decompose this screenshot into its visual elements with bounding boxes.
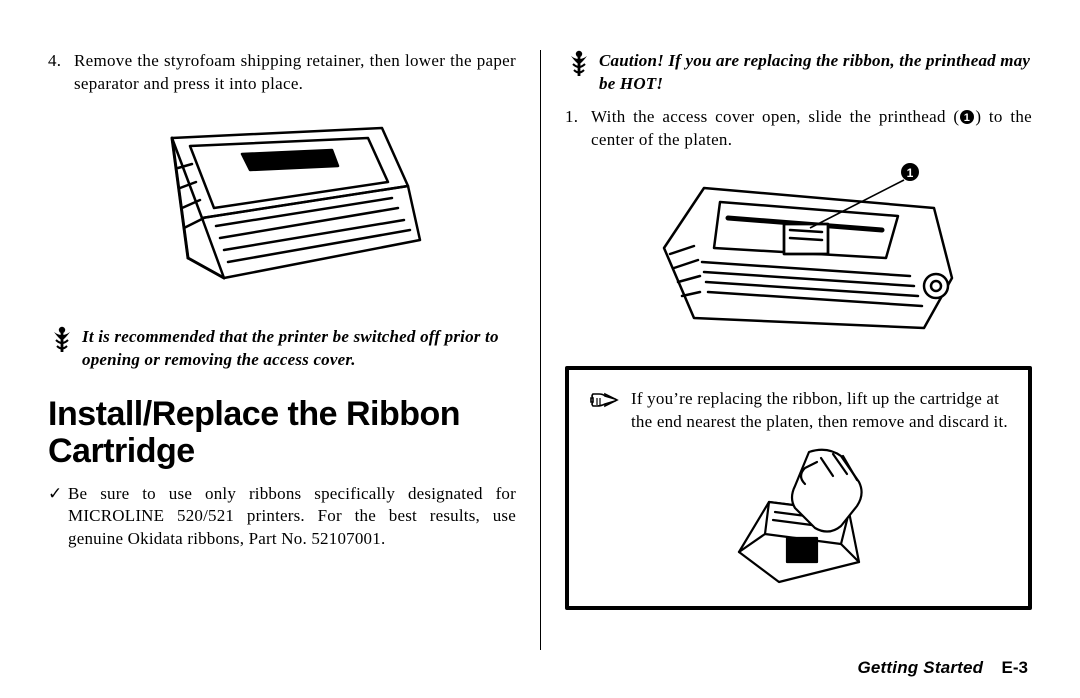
two-column-layout: 4. Remove the styrofoam shipping retaine… <box>48 50 1032 650</box>
step1-part-a: With the access cover open, slide the pr… <box>591 107 959 126</box>
caduceus-icon <box>565 50 593 80</box>
caution-part-a: Caution! If you are replacing the ribbon… <box>599 51 1030 93</box>
section-heading: Install/Replace the Ribbon Cartridge <box>48 396 516 471</box>
step-text: Remove the styrofoam shipping retainer, … <box>74 50 516 96</box>
pointing-hand-icon <box>589 388 623 417</box>
tip-text: If you’re replacing the ribbon, lift up … <box>631 388 1008 434</box>
page-footer: Getting Started E-3 <box>48 658 1032 678</box>
figure-remove-cartridge <box>589 442 1008 592</box>
figure-printhead: 1 <box>565 158 1032 338</box>
step-text: With the access cover open, slide the pr… <box>591 106 1032 153</box>
manual-page: 4. Remove the styrofoam shipping retaine… <box>0 0 1080 698</box>
check-icon: ✓ <box>48 483 68 552</box>
footer-section: Getting Started <box>857 658 983 677</box>
note-text: It is recommended that the printer be sw… <box>82 326 516 372</box>
caution-note: Caution! If you are replacing the ribbon… <box>565 50 1032 96</box>
checklist-text: Be sure to use only ribbons specifically… <box>68 483 516 552</box>
caution-text: Caution! If you are replacing the ribbon… <box>599 50 1032 96</box>
step-4: 4. Remove the styrofoam shipping retaine… <box>48 50 516 96</box>
figure-paper-separator <box>48 108 516 298</box>
callout-1-inline: 1 <box>959 107 975 130</box>
caution-hot: HOT <box>620 74 656 93</box>
right-column: Caution! If you are replacing the ribbon… <box>540 50 1032 650</box>
left-column: 4. Remove the styrofoam shipping retaine… <box>48 50 540 650</box>
callout-label: 1 <box>906 166 913 180</box>
tip-box: If you’re replacing the ribbon, lift up … <box>565 366 1032 610</box>
caution-part-b: ! <box>656 74 663 93</box>
ribbon-checklist: ✓ Be sure to use only ribbons specifical… <box>48 483 516 552</box>
svg-text:1: 1 <box>964 112 970 124</box>
footer-page: E-3 <box>1002 658 1028 677</box>
step-number: 4. <box>48 50 74 96</box>
recommendation-note: It is recommended that the printer be sw… <box>48 326 516 372</box>
step-1: 1. With the access cover open, slide the… <box>565 106 1032 153</box>
step-number: 1. <box>565 106 591 153</box>
caduceus-icon <box>48 326 76 356</box>
